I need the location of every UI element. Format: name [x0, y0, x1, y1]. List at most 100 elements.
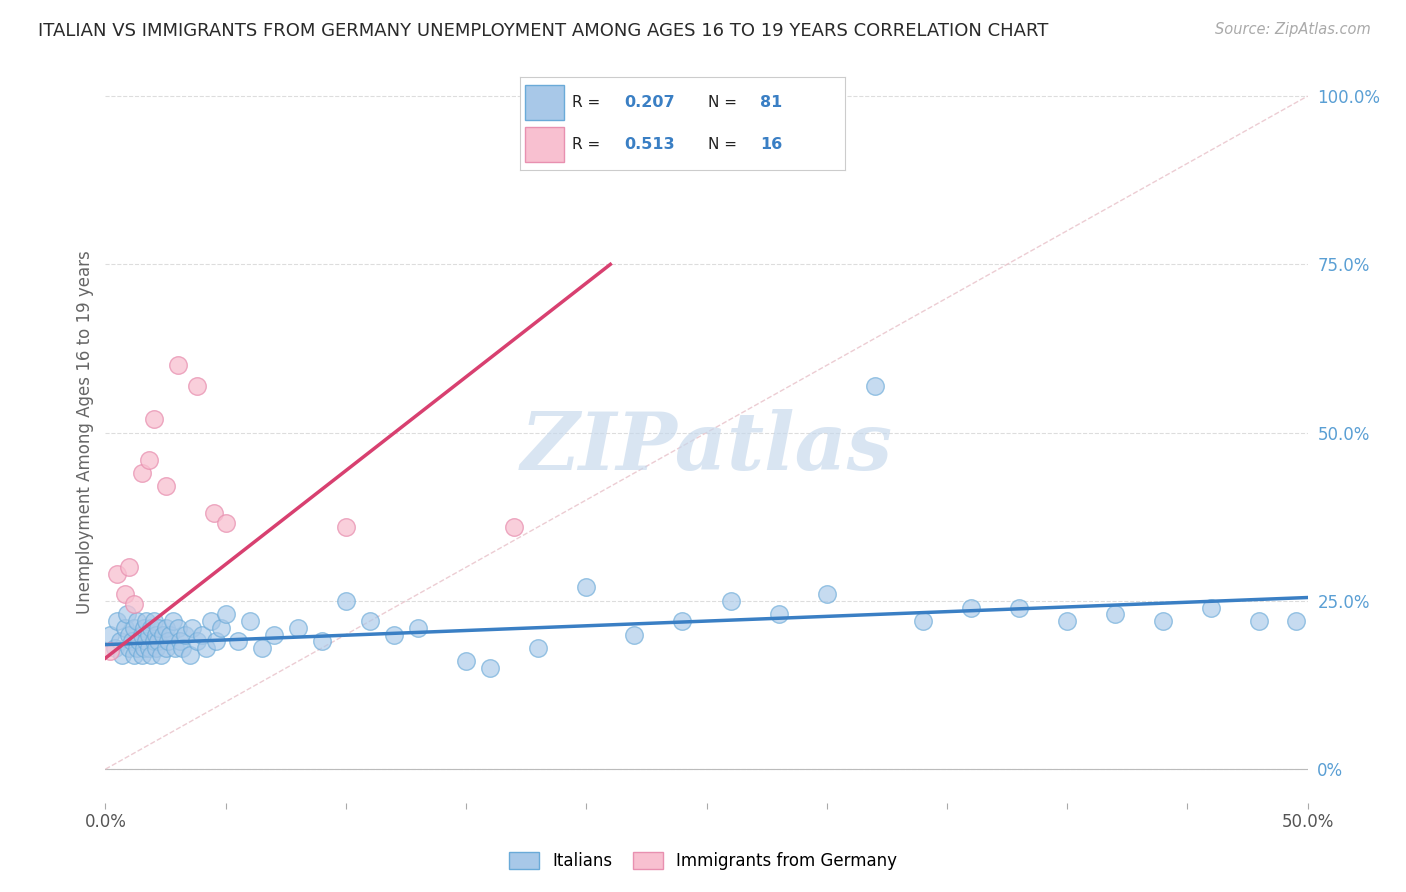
Point	[623, 627, 645, 641]
Point	[162, 614, 184, 628]
Point	[335, 520, 357, 534]
Point	[114, 621, 136, 635]
Point	[454, 655, 477, 669]
Point	[209, 621, 232, 635]
Point	[128, 634, 150, 648]
Point	[575, 95, 598, 110]
Point	[527, 640, 550, 655]
Point	[138, 640, 160, 655]
Point	[159, 627, 181, 641]
Point	[720, 594, 742, 608]
Point	[124, 597, 146, 611]
Point	[1104, 607, 1126, 622]
Point	[250, 640, 273, 655]
Point	[118, 640, 141, 655]
Point	[1008, 600, 1031, 615]
Point	[145, 627, 167, 641]
Point	[382, 627, 405, 641]
Point	[287, 621, 309, 635]
Point	[169, 634, 191, 648]
Point	[155, 640, 177, 655]
Point	[406, 621, 429, 635]
Point	[359, 614, 381, 628]
Point	[152, 627, 174, 641]
Point	[186, 634, 208, 648]
Point	[768, 607, 790, 622]
Point	[239, 614, 262, 628]
Point	[125, 640, 148, 655]
Point	[98, 644, 121, 658]
Point	[165, 640, 187, 655]
Point	[155, 621, 177, 635]
Point	[107, 614, 129, 628]
Legend: Italians, Immigrants from Germany: Italians, Immigrants from Germany	[502, 845, 904, 877]
Point	[135, 614, 157, 628]
Point	[1201, 600, 1223, 615]
Point	[214, 607, 236, 622]
Point	[200, 614, 222, 628]
Point	[115, 607, 138, 622]
Point	[863, 378, 886, 392]
Point	[156, 634, 179, 648]
Point	[1249, 614, 1271, 628]
Point	[148, 621, 170, 635]
Point	[815, 587, 838, 601]
Point	[138, 627, 160, 641]
Point	[118, 627, 141, 641]
Point	[149, 648, 172, 662]
Point	[155, 479, 177, 493]
Text: ITALIAN VS IMMIGRANTS FROM GERMANY UNEMPLOYMENT AMONG AGES 16 TO 19 YEARS CORREL: ITALIAN VS IMMIGRANTS FROM GERMANY UNEMP…	[38, 22, 1049, 40]
Point	[139, 648, 162, 662]
Point	[195, 640, 218, 655]
Point	[911, 614, 934, 628]
Point	[1056, 614, 1078, 628]
Point	[139, 621, 162, 635]
Point	[131, 466, 153, 480]
Point	[1284, 614, 1306, 628]
Point	[575, 581, 598, 595]
Point	[311, 634, 333, 648]
Point	[214, 516, 236, 531]
Point	[166, 359, 188, 373]
Point	[131, 648, 153, 662]
Point	[142, 412, 165, 426]
Point	[142, 634, 165, 648]
Text: Source: ZipAtlas.com: Source: ZipAtlas.com	[1215, 22, 1371, 37]
Point	[202, 507, 225, 521]
Point	[135, 634, 157, 648]
Point	[138, 452, 160, 467]
Point	[132, 621, 155, 635]
Point	[172, 640, 194, 655]
Point	[166, 621, 188, 635]
Y-axis label: Unemployment Among Ages 16 to 19 years: Unemployment Among Ages 16 to 19 years	[76, 251, 94, 615]
Point	[124, 648, 146, 662]
Point	[132, 640, 155, 655]
Point	[263, 627, 285, 641]
Point	[114, 587, 136, 601]
Point	[179, 648, 201, 662]
Point	[104, 640, 127, 655]
Point	[121, 634, 143, 648]
Point	[142, 614, 165, 628]
Point	[181, 621, 204, 635]
Point	[131, 627, 153, 641]
Point	[205, 634, 228, 648]
Point	[1152, 614, 1174, 628]
Text: ZIPatlas: ZIPatlas	[520, 409, 893, 486]
Point	[111, 648, 134, 662]
Point	[124, 621, 146, 635]
Point	[226, 634, 249, 648]
Point	[148, 634, 170, 648]
Point	[960, 600, 983, 615]
Point	[503, 520, 526, 534]
Point	[108, 634, 131, 648]
Point	[125, 614, 148, 628]
Point	[107, 566, 129, 581]
Point	[190, 627, 212, 641]
Point	[479, 661, 502, 675]
Point	[145, 640, 167, 655]
Point	[335, 594, 357, 608]
Point	[118, 560, 141, 574]
Point	[173, 627, 195, 641]
Point	[186, 378, 208, 392]
